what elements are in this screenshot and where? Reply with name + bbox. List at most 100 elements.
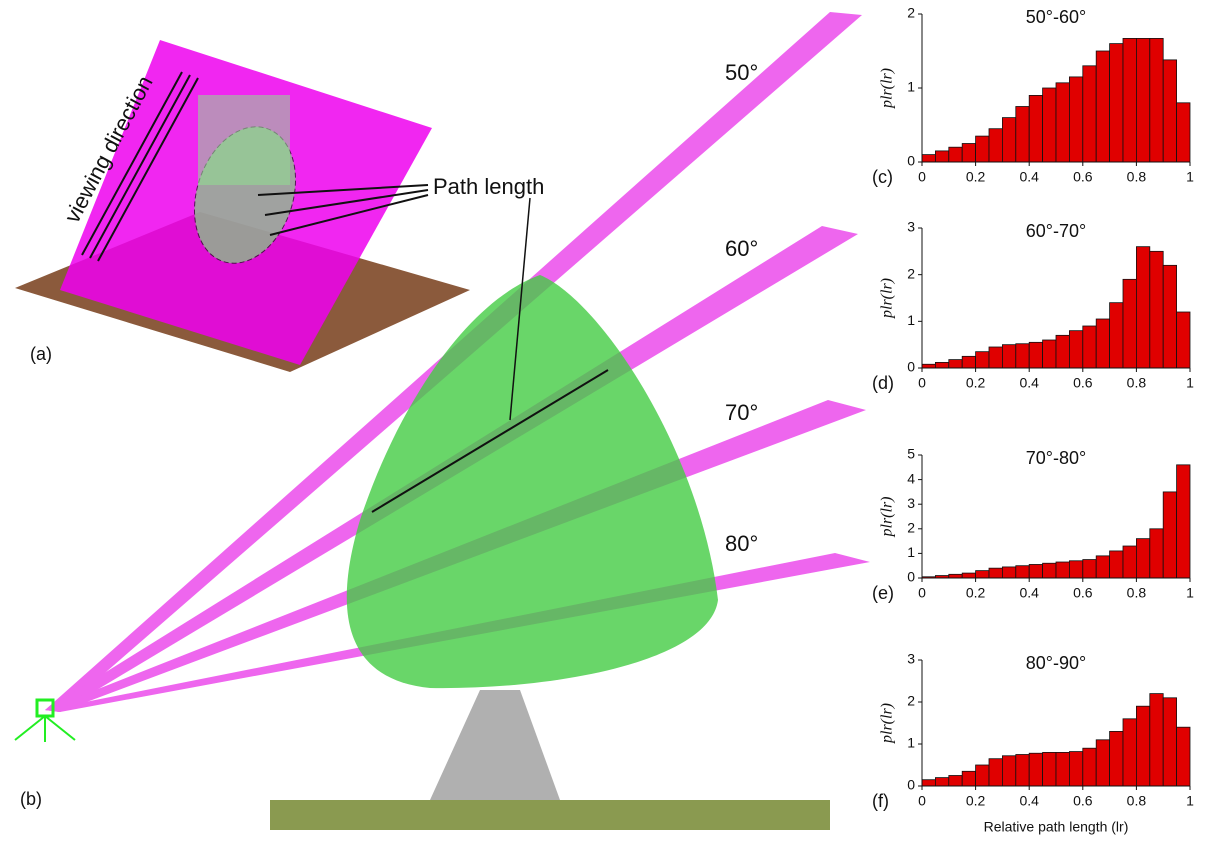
bar xyxy=(988,128,1003,163)
bar xyxy=(1015,754,1030,787)
y-tick-label: 3 xyxy=(907,495,915,511)
y-tick-label: 0 xyxy=(907,153,915,169)
pointer xyxy=(257,184,429,196)
bar xyxy=(1122,38,1137,163)
ground xyxy=(270,800,830,830)
bar xyxy=(948,775,963,787)
bar xyxy=(1109,302,1124,369)
x-tick-label: 0.4 xyxy=(1019,169,1039,185)
panel-label: (e) xyxy=(872,583,894,603)
x-tick-label: 0.8 xyxy=(1127,793,1147,809)
y-tick-label: 0 xyxy=(907,569,915,585)
bar xyxy=(921,363,936,369)
bar xyxy=(1136,705,1151,787)
bar xyxy=(961,572,977,579)
bar xyxy=(1028,341,1043,369)
panel-label: (c) xyxy=(872,167,893,187)
x-tick-label: 0.2 xyxy=(966,169,986,185)
ray xyxy=(97,77,199,262)
y-tick-label: 0 xyxy=(907,777,915,793)
bar xyxy=(1002,566,1017,579)
x-tick-label: 0.2 xyxy=(966,793,986,809)
y-tick-label: 1 xyxy=(907,312,915,328)
x-tick-label: 0.2 xyxy=(966,585,986,601)
bar xyxy=(961,355,977,369)
y-tick-label: 1 xyxy=(907,735,915,751)
bar xyxy=(1042,339,1057,369)
bar xyxy=(1042,562,1057,579)
bar xyxy=(1176,464,1191,579)
y-tick-label: 2 xyxy=(907,5,915,21)
bar xyxy=(1095,50,1110,163)
bar xyxy=(921,779,936,787)
bar xyxy=(935,777,950,787)
panel-label: (a) xyxy=(30,344,52,364)
bar xyxy=(1082,65,1097,163)
tree-crown xyxy=(346,275,718,689)
chart-title: 70°-80° xyxy=(1026,448,1086,468)
x-tick-label: 0 xyxy=(918,585,926,601)
angle-label: 50° xyxy=(725,60,758,85)
bar xyxy=(1002,344,1017,369)
bar xyxy=(1122,278,1137,369)
y-tick-label: 1 xyxy=(907,79,915,95)
x-tick-label: 1 xyxy=(1186,375,1194,391)
bar xyxy=(1082,747,1097,787)
bar xyxy=(1042,87,1057,163)
x-tick-label: 0.6 xyxy=(1073,169,1093,185)
x-tick-label: 0.8 xyxy=(1127,585,1147,601)
y-tick-label: 3 xyxy=(907,651,915,667)
chart-title: 60°-70° xyxy=(1026,221,1086,241)
x-tick-label: 0.4 xyxy=(1019,375,1039,391)
bar xyxy=(1109,550,1124,579)
bar xyxy=(1136,538,1151,579)
panel-label: (b) xyxy=(20,789,42,809)
bar xyxy=(935,150,950,163)
path-segment xyxy=(371,369,609,513)
bar xyxy=(1176,102,1191,163)
bar xyxy=(948,359,963,369)
bar xyxy=(1149,528,1164,579)
bar xyxy=(1015,343,1030,369)
bar xyxy=(1149,693,1164,787)
bar xyxy=(1095,739,1110,787)
y-tick-label: 0 xyxy=(907,359,915,375)
x-tick-label: 0.8 xyxy=(1127,375,1147,391)
bar xyxy=(1109,43,1124,163)
ray xyxy=(89,74,191,259)
path-length-label: Path length xyxy=(433,174,544,199)
x-tick-label: 0.6 xyxy=(1073,375,1093,391)
bar xyxy=(1069,560,1084,579)
x-tick-label: 0.6 xyxy=(1073,585,1093,601)
bar xyxy=(1122,718,1137,787)
cylinder-top xyxy=(198,95,290,185)
x-tick-label: 0.8 xyxy=(1127,169,1147,185)
bar xyxy=(1069,751,1084,787)
bar xyxy=(1028,752,1043,787)
panel-label: (f) xyxy=(872,791,889,811)
bar xyxy=(1149,38,1164,163)
angle-label: 80° xyxy=(725,531,758,556)
x-tick-label: 1 xyxy=(1186,793,1194,809)
angle-label: 70° xyxy=(725,400,758,425)
bar xyxy=(1028,95,1043,163)
y-axis-label: plr(lr) xyxy=(879,68,896,109)
x-tick-label: 1 xyxy=(1186,585,1194,601)
y-tick-label: 2 xyxy=(907,265,915,281)
bar xyxy=(1002,117,1017,163)
bar xyxy=(988,346,1003,369)
y-tick-label: 5 xyxy=(907,446,915,462)
bar xyxy=(975,764,990,787)
bar xyxy=(1136,38,1151,163)
bar xyxy=(1015,565,1030,579)
x-tick-label: 0.4 xyxy=(1019,585,1039,601)
panel-label: (d) xyxy=(872,373,894,393)
bar xyxy=(975,135,990,163)
trunk xyxy=(430,690,560,800)
bar xyxy=(1109,731,1124,787)
bar xyxy=(1095,555,1110,579)
y-axis-label: plr(lr) xyxy=(879,497,896,538)
x-tick-label: 0.4 xyxy=(1019,793,1039,809)
bar xyxy=(1055,82,1070,163)
